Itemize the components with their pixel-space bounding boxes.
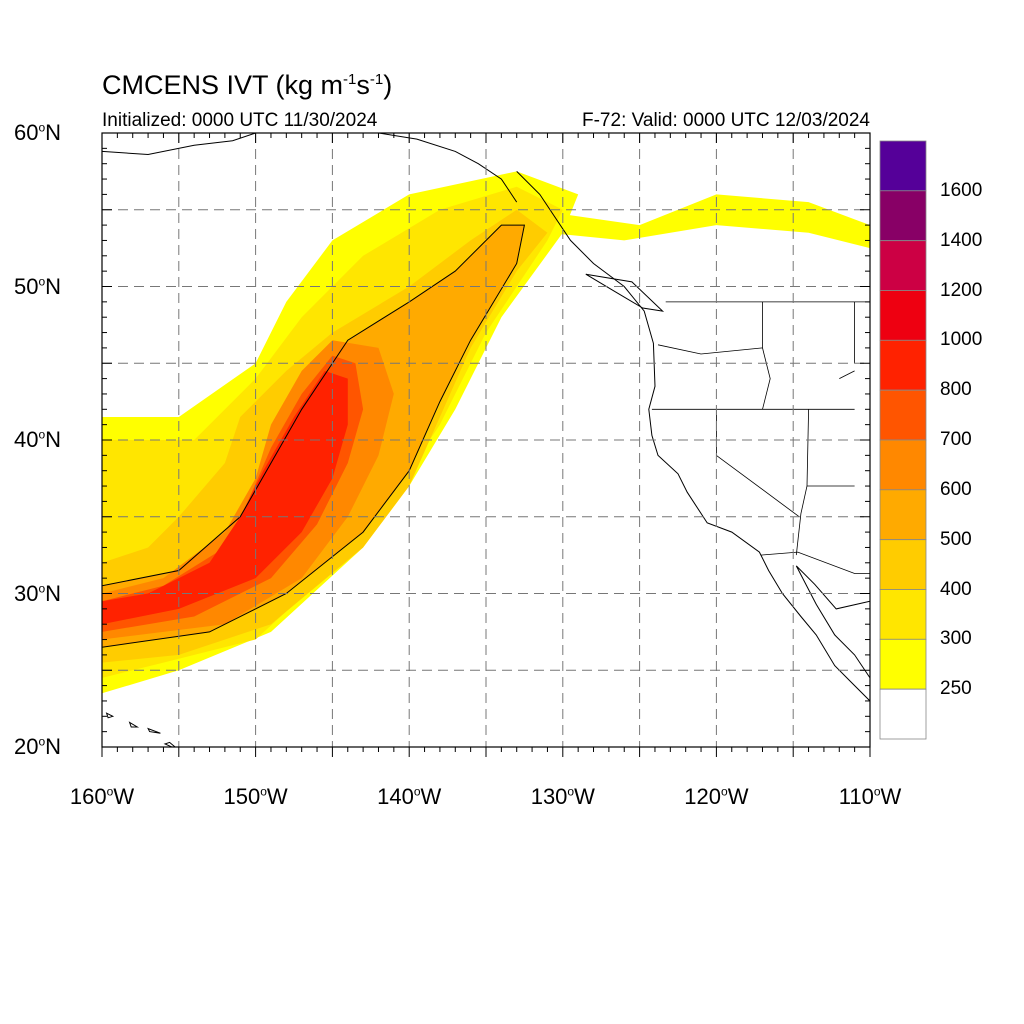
ivt-band-250 bbox=[532, 194, 870, 249]
colorbar-label: 600 bbox=[940, 478, 972, 500]
lon-tick-label: 130oW bbox=[530, 784, 595, 809]
alaska-coastline bbox=[102, 133, 518, 203]
colorbar-swatch bbox=[879, 688, 927, 740]
political-border bbox=[839, 370, 855, 379]
lon-tick-label: 150oW bbox=[223, 784, 288, 809]
lon-tick-label: 110oW bbox=[838, 784, 902, 809]
colorbar-label: 300 bbox=[940, 628, 972, 650]
colorbar-swatch bbox=[879, 589, 927, 640]
colorbar-label: 1000 bbox=[940, 329, 983, 351]
lon-tick-label: 140oW bbox=[377, 784, 442, 809]
lat-tick-label: 50oN bbox=[14, 273, 62, 299]
lat-tick-label: 60oN bbox=[14, 120, 62, 145]
lat-tick-label: 30oN bbox=[14, 580, 62, 606]
colorbar-label: 1400 bbox=[940, 229, 983, 251]
colorbar-label: 800 bbox=[940, 379, 972, 401]
political-border bbox=[762, 301, 771, 410]
lon-tick-label: 120oW bbox=[684, 784, 749, 809]
colorbar-swatch bbox=[879, 389, 927, 441]
political-border bbox=[795, 409, 809, 556]
political-border bbox=[657, 344, 763, 355]
west-coastline bbox=[516, 171, 870, 702]
island-outline bbox=[585, 273, 665, 312]
colorbar-swatch bbox=[879, 190, 927, 242]
lat-tick-label: 20oN bbox=[14, 734, 62, 759]
political-border bbox=[760, 551, 870, 574]
gulf-of-california-coast bbox=[795, 565, 870, 679]
colorbar-swatch bbox=[879, 140, 927, 192]
ivt-band-800 bbox=[102, 370, 348, 625]
island-outline bbox=[163, 741, 176, 747]
coastline-layer bbox=[102, 133, 870, 747]
colorbar-label: 1600 bbox=[940, 179, 983, 201]
graticule-layer bbox=[102, 133, 870, 747]
island-outline bbox=[105, 712, 115, 719]
colorbar-swatch bbox=[879, 489, 927, 540]
ivt-fill-layer bbox=[102, 171, 870, 694]
colorbar-label: 500 bbox=[940, 528, 972, 550]
colorbar-swatch bbox=[879, 240, 927, 291]
colorbar-swatch bbox=[879, 290, 927, 341]
colorbar-label: 400 bbox=[940, 578, 972, 600]
valid-time: F-72: Valid: 0000 UTC 12/03/2024 bbox=[582, 110, 870, 131]
lat-tick-label: 40oN bbox=[14, 427, 62, 452]
island-outline bbox=[147, 727, 161, 734]
colorbar-swatch bbox=[879, 539, 927, 590]
colorbar-label: 1200 bbox=[940, 279, 983, 301]
map-title: CMCENS IVT (kg m-1s-1) bbox=[102, 70, 393, 100]
initialized-time: Initialized: 0000 UTC 11/30/2024 bbox=[102, 110, 378, 131]
colorbar bbox=[879, 140, 927, 740]
colorbar-label: 250 bbox=[940, 678, 972, 700]
colorbar-swatch bbox=[879, 638, 927, 690]
colorbar-swatch bbox=[879, 339, 927, 391]
island-outline bbox=[128, 721, 140, 728]
colorbar-label: 700 bbox=[940, 429, 972, 450]
colorbar-swatch bbox=[879, 439, 927, 491]
lon-tick-label: 160oW bbox=[69, 784, 135, 809]
axis-ticks bbox=[101, 132, 871, 757]
